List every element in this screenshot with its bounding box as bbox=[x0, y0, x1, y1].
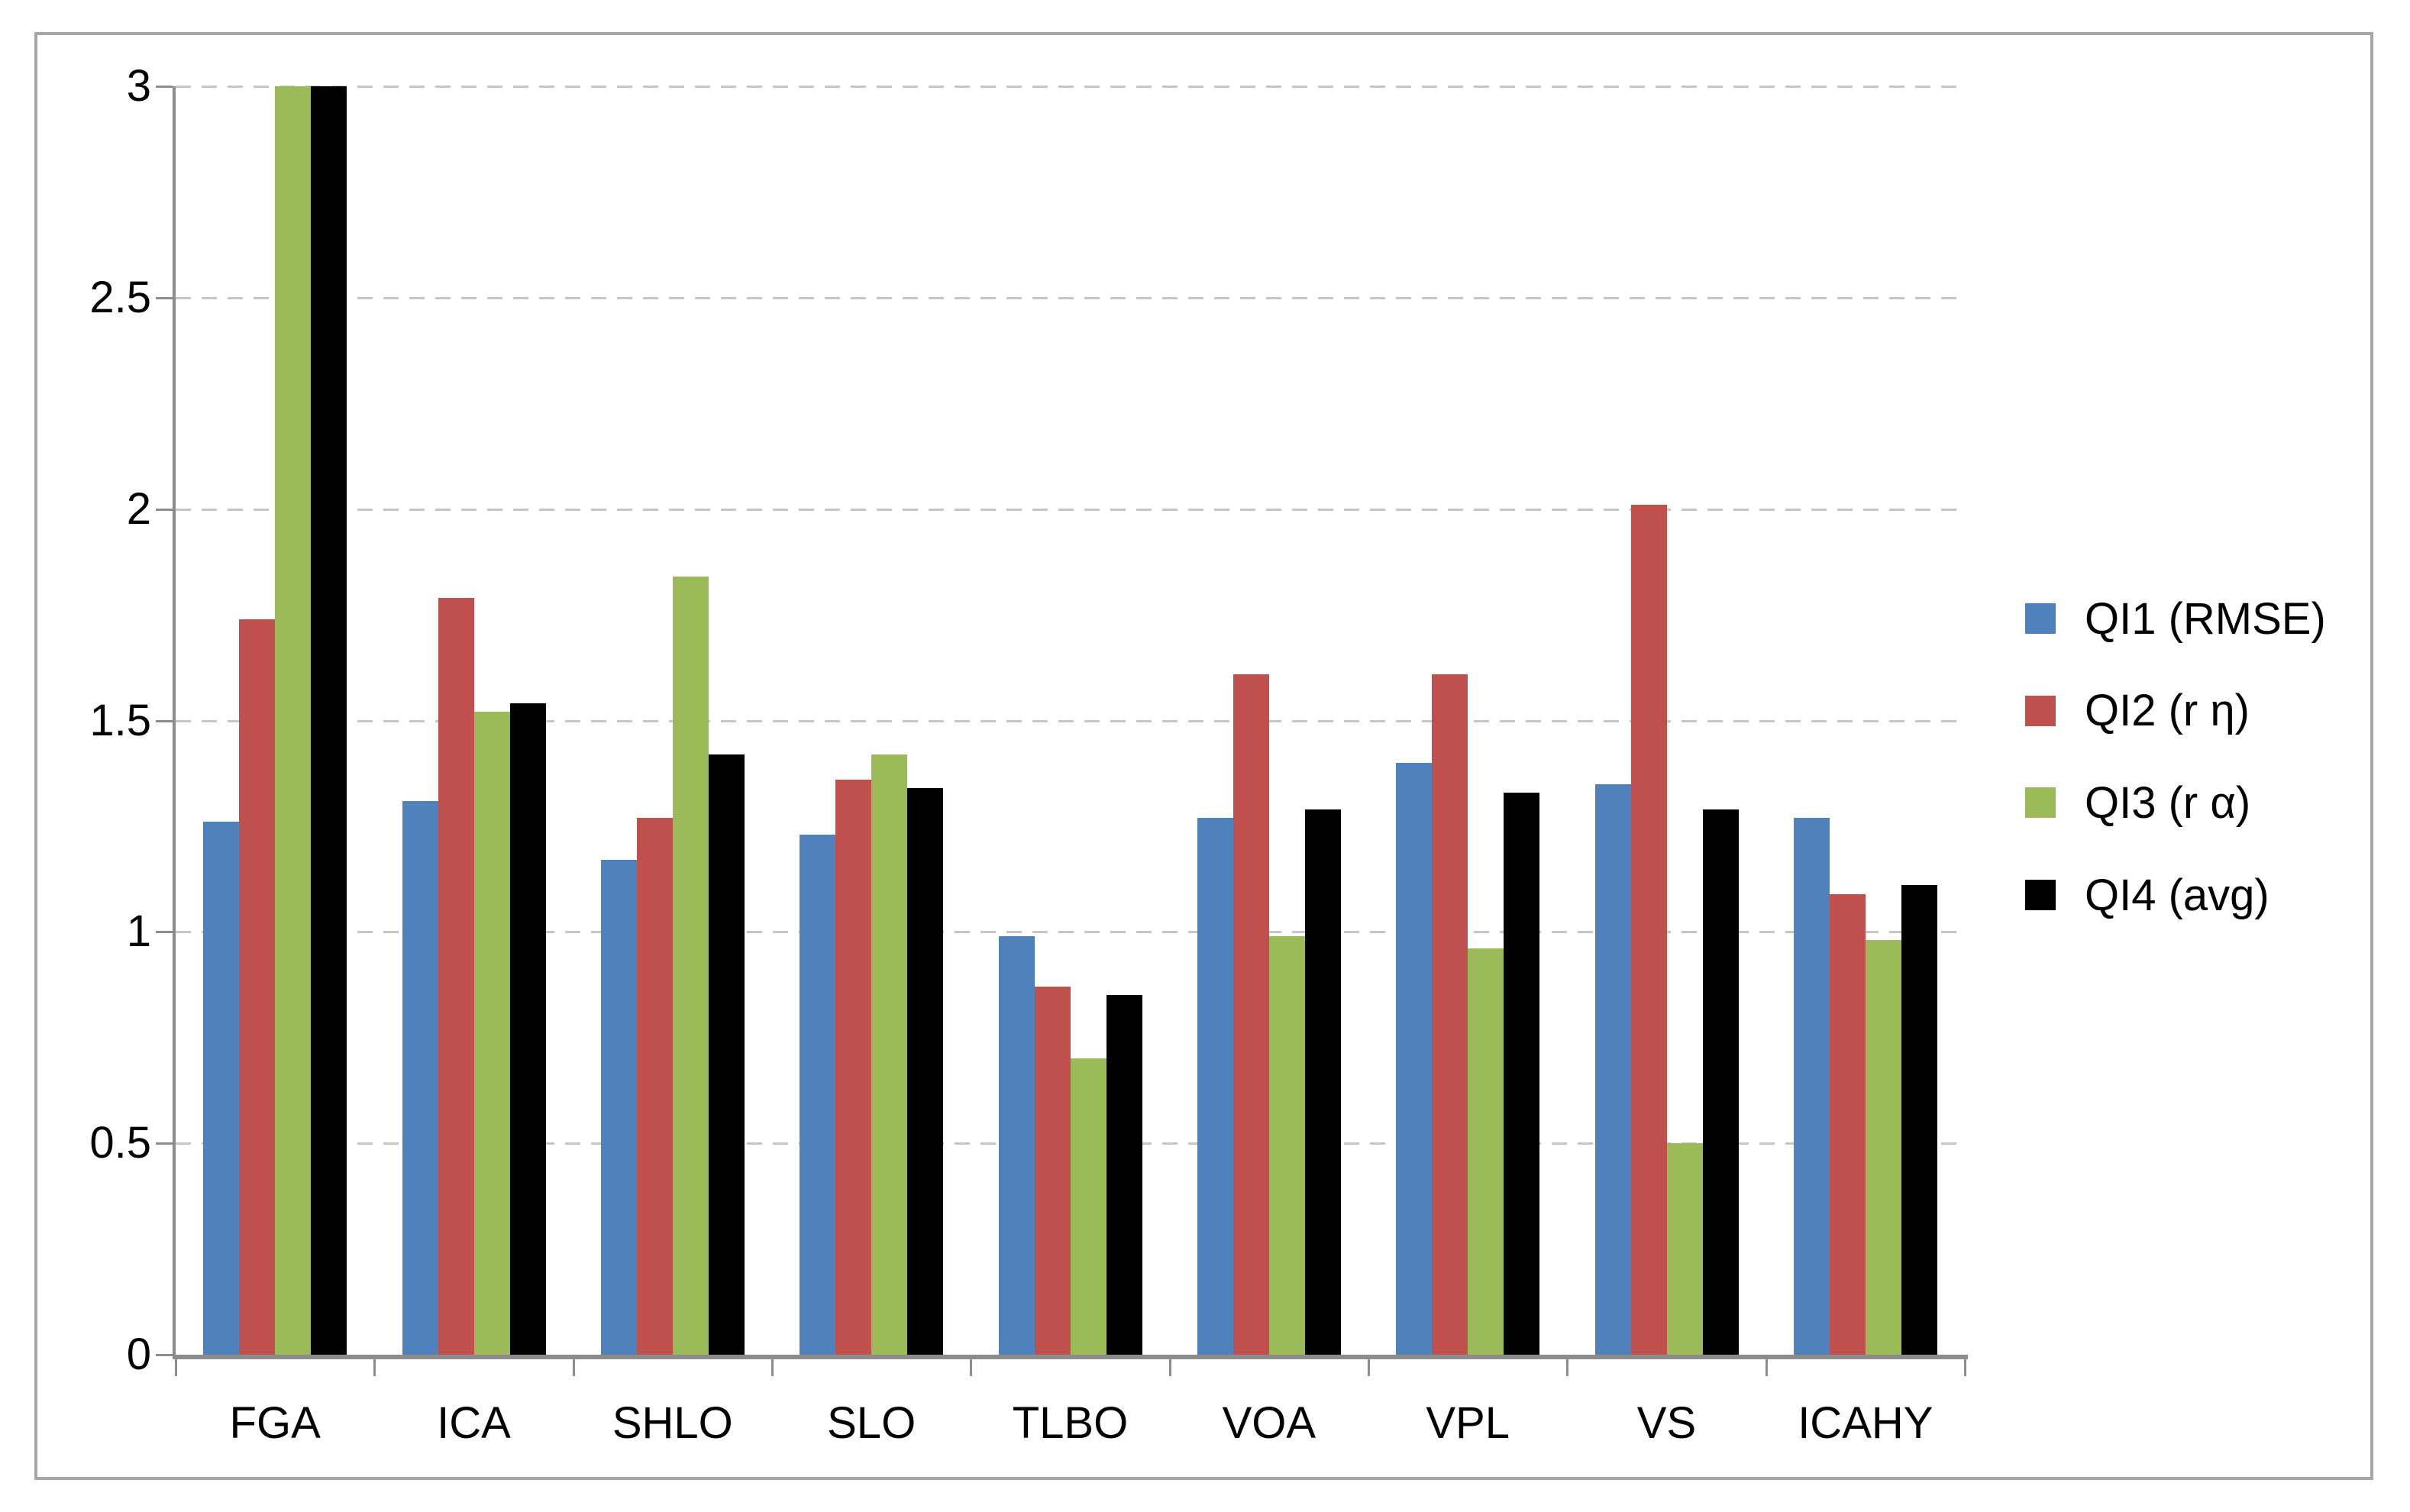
legend-swatch-QI3 bbox=[2025, 787, 2056, 819]
bar-QI2-SLO bbox=[835, 780, 872, 1355]
gridline bbox=[176, 296, 1965, 299]
x-category-label-VS: VS bbox=[1636, 1398, 1697, 1448]
bar-QI2-ICAHY bbox=[1829, 893, 1866, 1355]
x-category-label-TLBO: TLBO bbox=[1012, 1398, 1129, 1448]
x-axis-tick bbox=[175, 1359, 177, 1376]
x-axis-tick bbox=[1964, 1359, 1966, 1376]
bar-QI3-VPL bbox=[1468, 948, 1504, 1355]
bar-QI1-SLO bbox=[800, 834, 836, 1355]
bar-QI3-VS bbox=[1666, 1143, 1703, 1355]
x-axis-tick bbox=[970, 1359, 973, 1376]
gridline bbox=[176, 508, 1965, 511]
bar-QI2-FGA bbox=[239, 619, 276, 1355]
bar-QI1-SHLO bbox=[600, 860, 637, 1355]
bar-QI1-ICA bbox=[402, 800, 438, 1355]
legend-label-QI3: QI3 (r α) bbox=[2085, 777, 2251, 828]
legend-label-QI2: QI2 (r η) bbox=[2085, 686, 2250, 736]
gridline bbox=[176, 86, 1965, 88]
x-category-label-ICAHY: ICAHY bbox=[1798, 1398, 1933, 1448]
legend-label-QI1: QI1 (RMSE) bbox=[2085, 593, 2326, 644]
legend-swatch-QI1 bbox=[2025, 603, 2056, 634]
bar-QI4-SHLO bbox=[708, 754, 745, 1355]
y-axis-tick bbox=[156, 86, 173, 88]
bar-QI4-ICA bbox=[509, 703, 546, 1355]
bar-QI3-ICAHY bbox=[1865, 940, 1901, 1355]
x-category-label-VOA: VOA bbox=[1222, 1398, 1316, 1448]
legend-label-QI4: QI4 (avg) bbox=[2085, 870, 2269, 920]
legend-swatch-QI4 bbox=[2025, 880, 2056, 911]
x-axis-tick bbox=[771, 1359, 774, 1376]
x-category-label-FGA: FGA bbox=[229, 1398, 321, 1448]
gridline bbox=[176, 719, 1965, 722]
bar-QI1-VOA bbox=[1197, 817, 1233, 1355]
x-axis-tick bbox=[1765, 1359, 1768, 1376]
legend-item-QI1: QI1 (RMSE) bbox=[2025, 594, 2326, 644]
x-category-label-SLO: SLO bbox=[827, 1398, 916, 1448]
y-axis-tick bbox=[156, 931, 173, 934]
bar-QI1-VPL bbox=[1396, 762, 1433, 1355]
bar-QI2-VOA bbox=[1232, 674, 1269, 1355]
legend-swatch-QI2 bbox=[2025, 695, 2056, 726]
bar-QI1-ICAHY bbox=[1793, 817, 1830, 1355]
bar-QI2-VPL bbox=[1432, 674, 1468, 1355]
y-axis-tick bbox=[156, 1142, 173, 1145]
gridline bbox=[176, 931, 1965, 934]
x-axis-tick bbox=[1168, 1359, 1171, 1376]
x-category-label-VPL: VPL bbox=[1426, 1398, 1510, 1448]
bar-QI2-ICA bbox=[438, 597, 474, 1355]
x-axis-tick bbox=[1368, 1359, 1370, 1376]
bar-QI1-VS bbox=[1594, 783, 1631, 1355]
y-tick-label: 1 bbox=[126, 906, 151, 957]
y-axis-tick bbox=[156, 296, 173, 299]
y-tick-label: 0 bbox=[126, 1329, 151, 1379]
bar-QI3-TLBO bbox=[1070, 1058, 1106, 1355]
bar-QI4-VS bbox=[1702, 809, 1739, 1355]
legend-item-QI3: QI3 (r α) bbox=[2025, 778, 2250, 828]
bar-QI3-SLO bbox=[871, 754, 908, 1355]
bar-QI4-ICAHY bbox=[1901, 885, 1937, 1355]
x-category-label-ICA: ICA bbox=[437, 1398, 511, 1448]
y-axis-tick bbox=[156, 719, 173, 722]
y-axis-line bbox=[173, 86, 176, 1359]
bar-QI4-TLBO bbox=[1106, 995, 1142, 1355]
x-axis-line bbox=[173, 1355, 1968, 1359]
x-axis-tick bbox=[572, 1359, 575, 1376]
bar-QI4-VPL bbox=[1504, 792, 1540, 1355]
y-tick-label: 3 bbox=[126, 61, 151, 111]
bar-QI4-FGA bbox=[311, 86, 347, 1355]
y-tick-label: 1.5 bbox=[89, 695, 151, 745]
y-axis-tick bbox=[156, 1354, 173, 1356]
bar-QI3-FGA bbox=[275, 86, 312, 1355]
x-axis-tick bbox=[1566, 1359, 1569, 1376]
y-tick-label: 0.5 bbox=[89, 1118, 151, 1168]
bar-QI1-FGA bbox=[203, 822, 240, 1355]
bar-QI2-VS bbox=[1630, 505, 1667, 1355]
bar-QI3-VOA bbox=[1268, 935, 1305, 1355]
bar-QI2-SHLO bbox=[636, 817, 673, 1355]
y-axis-tick bbox=[156, 508, 173, 511]
x-axis-tick bbox=[373, 1359, 376, 1376]
legend-item-QI4: QI4 (avg) bbox=[2025, 870, 2269, 920]
bar-QI4-SLO bbox=[907, 788, 944, 1355]
bar-QI3-SHLO bbox=[672, 577, 709, 1355]
bar-QI1-TLBO bbox=[998, 935, 1035, 1355]
legend-item-QI2: QI2 (r η) bbox=[2025, 686, 2250, 736]
x-category-label-SHLO: SHLO bbox=[612, 1398, 733, 1448]
y-tick-label: 2.5 bbox=[89, 272, 151, 322]
bar-QI3-ICA bbox=[473, 712, 510, 1355]
bar-QI2-TLBO bbox=[1034, 987, 1071, 1355]
bar-QI4-VOA bbox=[1304, 809, 1341, 1355]
y-tick-label: 2 bbox=[126, 483, 151, 534]
